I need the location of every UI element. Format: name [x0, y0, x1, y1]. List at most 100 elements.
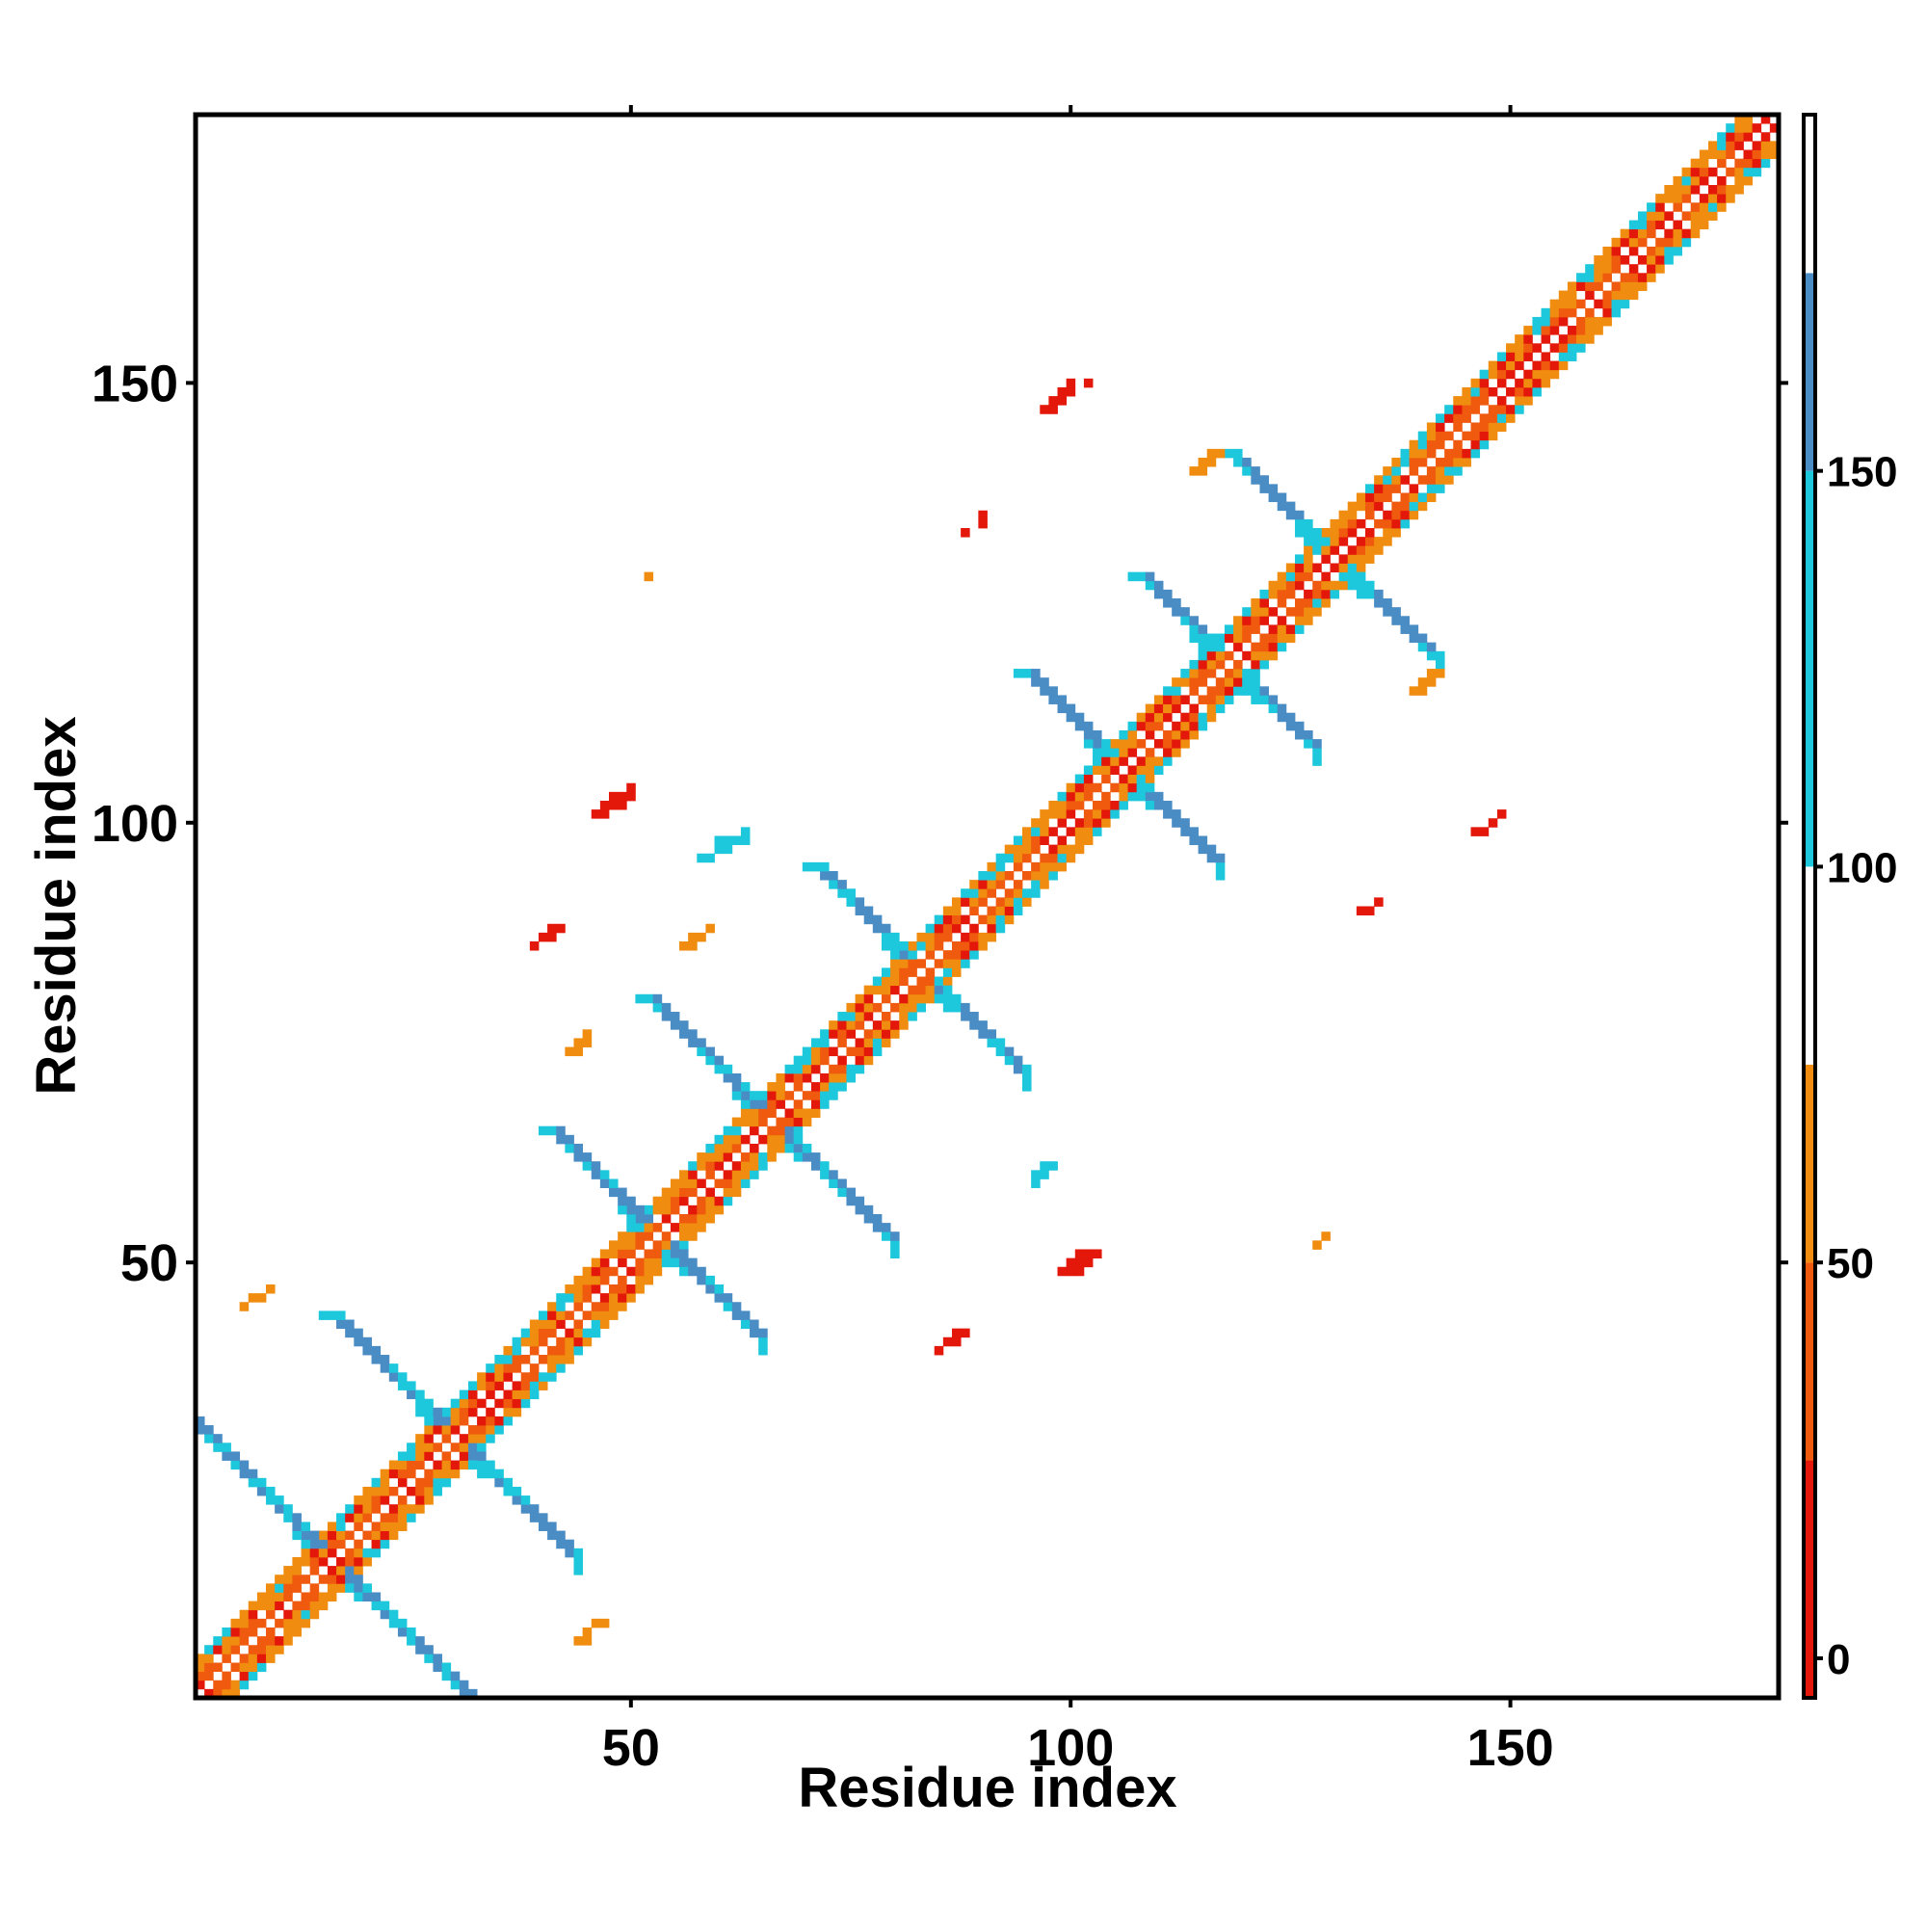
heatmap-cell [565, 1284, 574, 1294]
heatmap-cell [1673, 220, 1682, 230]
heatmap-cell [1558, 307, 1569, 318]
heatmap-cell [951, 1328, 962, 1338]
heatmap-cell [256, 1662, 267, 1673]
heatmap-cell [1022, 669, 1032, 678]
heatmap-cell [450, 1416, 461, 1426]
heatmap-cell [292, 1583, 302, 1593]
heatmap-cell [520, 1389, 531, 1400]
heatmap-cell [837, 1178, 847, 1188]
heatmap-cell [477, 1469, 487, 1479]
heatmap-cell [1145, 712, 1155, 723]
heatmap-cell [1356, 906, 1366, 916]
heatmap-cell [529, 1389, 540, 1400]
heatmap-cell [1479, 422, 1490, 432]
heatmap-cell [1364, 528, 1375, 538]
heatmap-cell [1294, 510, 1305, 520]
heatmap-cell [1180, 669, 1190, 678]
heatmap-cell [1717, 202, 1727, 212]
heatmap-cell [714, 844, 725, 855]
heatmap-cell [1338, 580, 1349, 591]
heatmap-cell [1400, 501, 1411, 512]
heatmap-cell [1611, 281, 1622, 291]
heatmap-cell [230, 1636, 241, 1646]
heatmap-cell [1707, 202, 1718, 212]
heatmap-cell [1057, 386, 1068, 397]
heatmap-cell [750, 1170, 759, 1179]
heatmap-cell [1462, 413, 1471, 423]
heatmap-cell [855, 1020, 865, 1030]
heatmap-cell [1066, 827, 1076, 836]
heatmap-cell [1048, 853, 1058, 863]
heatmap-cell [1611, 299, 1622, 309]
heatmap-cell [275, 1592, 284, 1601]
heatmap-cell [1594, 273, 1603, 282]
heatmap-cell [1444, 431, 1454, 441]
heatmap-cell [820, 1082, 830, 1092]
heatmap-cell [1206, 712, 1217, 723]
heatmap-cell [1321, 528, 1331, 538]
heatmap-cell [758, 1117, 768, 1127]
heatmap-cell [248, 1662, 258, 1673]
heatmap-cell [1189, 677, 1199, 687]
heatmap-cell [679, 941, 689, 951]
heatmap-cell [1251, 677, 1260, 687]
heatmap-cell [1383, 607, 1392, 617]
heatmap-cell [222, 1442, 231, 1452]
heatmap-cell [477, 1434, 487, 1443]
heatmap-cell [1127, 774, 1138, 784]
heatmap-cell [1470, 378, 1481, 388]
heatmap-cell [644, 1213, 654, 1224]
heatmap-cell [740, 835, 751, 846]
heatmap-cell [407, 1627, 416, 1637]
heatmap-cell [618, 1302, 627, 1311]
heatmap-cell [1409, 448, 1419, 459]
heatmap-cell [750, 1143, 759, 1153]
heatmap-cell [1198, 659, 1208, 670]
heatmap-cell [239, 1671, 250, 1681]
heatmap-cell [1515, 360, 1524, 371]
heatmap-cell [1145, 765, 1155, 775]
heatmap-cell [1620, 255, 1630, 265]
x-axis-title: Residue index [798, 1757, 1176, 1819]
heatmap-cell [309, 1539, 320, 1549]
heatmap-cell [354, 1575, 363, 1584]
heatmap-cell [661, 1257, 672, 1268]
heatmap-cell [1224, 669, 1234, 678]
heatmap-cell [1259, 598, 1269, 608]
heatmap-cell [1356, 580, 1366, 591]
heatmap-cell [1172, 686, 1181, 696]
heatmap-cell [591, 1618, 601, 1628]
heatmap-cell [644, 993, 654, 1004]
heatmap-cell [222, 1680, 231, 1690]
heatmap-cell [1224, 448, 1234, 459]
heatmap-cell [776, 1125, 785, 1136]
heatmap-cell [266, 1486, 276, 1496]
heatmap-cell [740, 827, 751, 836]
heatmap-cell [503, 1345, 513, 1356]
heatmap-cell [978, 914, 988, 925]
heatmap-cell [486, 1389, 495, 1400]
heatmap-cell [995, 1038, 1006, 1047]
heatmap-cell [750, 1152, 759, 1162]
heatmap-cell [283, 1504, 293, 1514]
heatmap-cell [1153, 580, 1164, 591]
heatmap-cell [354, 1495, 363, 1505]
heatmap-cell [723, 1302, 733, 1311]
heatmap-cell [934, 923, 944, 934]
heatmap-cell [292, 1627, 302, 1637]
heatmap-cell [1022, 870, 1032, 881]
heatmap-cell [1734, 132, 1744, 142]
heatmap-cell [1426, 439, 1437, 450]
heatmap-cell [467, 1460, 478, 1470]
heatmap-cell [1479, 413, 1490, 423]
heatmap-cell [1699, 194, 1709, 203]
heatmap-cell [1206, 669, 1217, 678]
heatmap-cell [591, 1328, 601, 1338]
heatmap-cell [890, 1231, 900, 1241]
heatmap-cell [916, 993, 927, 1004]
heatmap-cell [301, 1601, 311, 1611]
heatmap-cell [407, 1381, 416, 1390]
heatmap-cell [1189, 712, 1199, 723]
heatmap-cell [1717, 158, 1727, 169]
heatmap-cell [538, 1355, 548, 1364]
